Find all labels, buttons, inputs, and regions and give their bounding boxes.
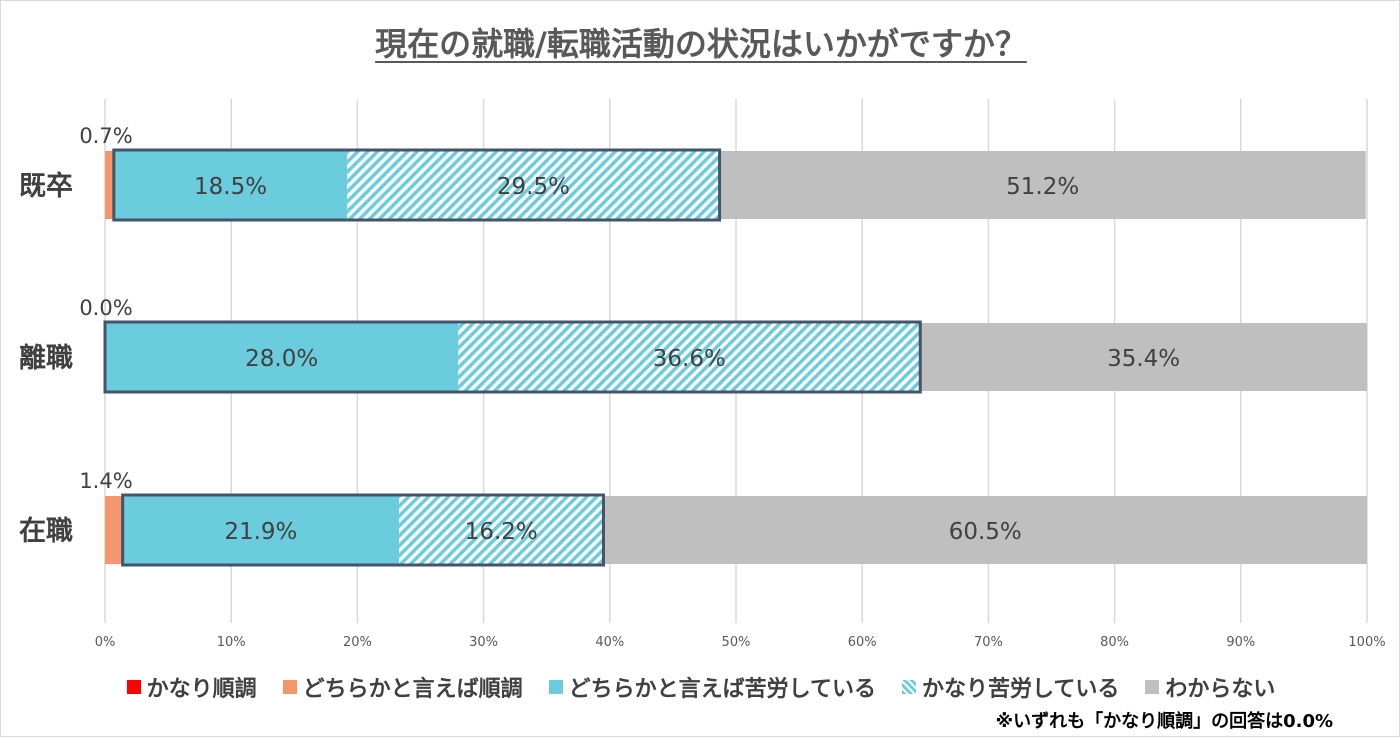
- data-label: 21.9%: [224, 519, 297, 545]
- bar-segment: [122, 496, 400, 564]
- data-label: 16.2%: [465, 519, 538, 545]
- x-tick-label: 70%: [974, 635, 1003, 650]
- difficulty-outline: [112, 148, 722, 222]
- legend-swatch: [548, 680, 563, 694]
- legend-swatch: [1145, 680, 1160, 694]
- difficulty-outline: [103, 320, 922, 394]
- legend-item: どちらかと言えば順調: [282, 671, 523, 703]
- x-tick-label: 40%: [595, 635, 624, 650]
- bar-segment: [603, 496, 1367, 564]
- x-tick-label: 0%: [95, 635, 116, 650]
- legend-item: かなり苦労している: [902, 671, 1119, 703]
- data-label: 18.5%: [194, 174, 267, 200]
- legend-label: わからない: [1165, 677, 1276, 702]
- legend-swatch: [126, 680, 141, 694]
- x-tick-label: 30%: [469, 635, 498, 650]
- footnote: ※いずれも「かなり順調」の回答は0.0%: [995, 711, 1333, 732]
- legend-item: わからない: [1145, 671, 1275, 703]
- data-label: 51.2%: [1006, 174, 1079, 200]
- legend-label: どちらかと言えば順調: [302, 677, 523, 702]
- bar-segment: [113, 151, 348, 219]
- legend-swatch: [902, 680, 916, 694]
- chart-title: 現在の就職/転職活動の状況はいかがですか？: [375, 25, 1027, 63]
- bar-segment: [719, 151, 1366, 219]
- data-label: 35.4%: [1107, 346, 1180, 372]
- x-tick-label: 20%: [343, 635, 372, 650]
- legend-item: どちらかと言えば苦労している: [548, 671, 876, 703]
- bar-segment: [105, 151, 114, 219]
- bar-segment: [399, 496, 604, 564]
- bar-segment: [458, 323, 921, 391]
- data-label: 60.5%: [949, 519, 1022, 545]
- x-tick-label: 50%: [722, 635, 751, 650]
- x-tick-label: 80%: [1100, 635, 1129, 650]
- data-label: 29.5%: [497, 174, 570, 200]
- legend: かなり順調 どちらかと言えば順調 どちらかと言えば苦労している かなり苦労している わか…: [1, 671, 1399, 703]
- data-label: 1.4%: [79, 469, 132, 493]
- legend-label: どちらかと言えば苦労している: [568, 677, 876, 702]
- legend-item: かなり順調: [126, 671, 257, 703]
- data-label: 0.0%: [79, 296, 132, 320]
- category-label: 既卒: [19, 170, 73, 202]
- x-tick-label: 100%: [1348, 635, 1385, 650]
- category-label: 離職: [19, 342, 73, 374]
- bar-segment: [105, 323, 459, 391]
- bar-segment: [920, 323, 1367, 391]
- x-tick-label: 90%: [1226, 635, 1255, 650]
- x-tick-label: 60%: [848, 635, 877, 650]
- legend-label: かなり苦労している: [922, 677, 1120, 702]
- legend-label: かなり順調: [146, 677, 257, 702]
- legend-swatch: [282, 680, 297, 694]
- data-label: 0.7%: [79, 124, 132, 148]
- bar-segment: [347, 151, 720, 219]
- data-label: 28.0%: [245, 346, 318, 372]
- difficulty-outline: [121, 493, 605, 567]
- bar-segment: [105, 496, 123, 564]
- data-label: 36.6%: [653, 346, 726, 372]
- x-tick-label: 10%: [217, 635, 246, 650]
- category-label: 在職: [19, 516, 73, 547]
